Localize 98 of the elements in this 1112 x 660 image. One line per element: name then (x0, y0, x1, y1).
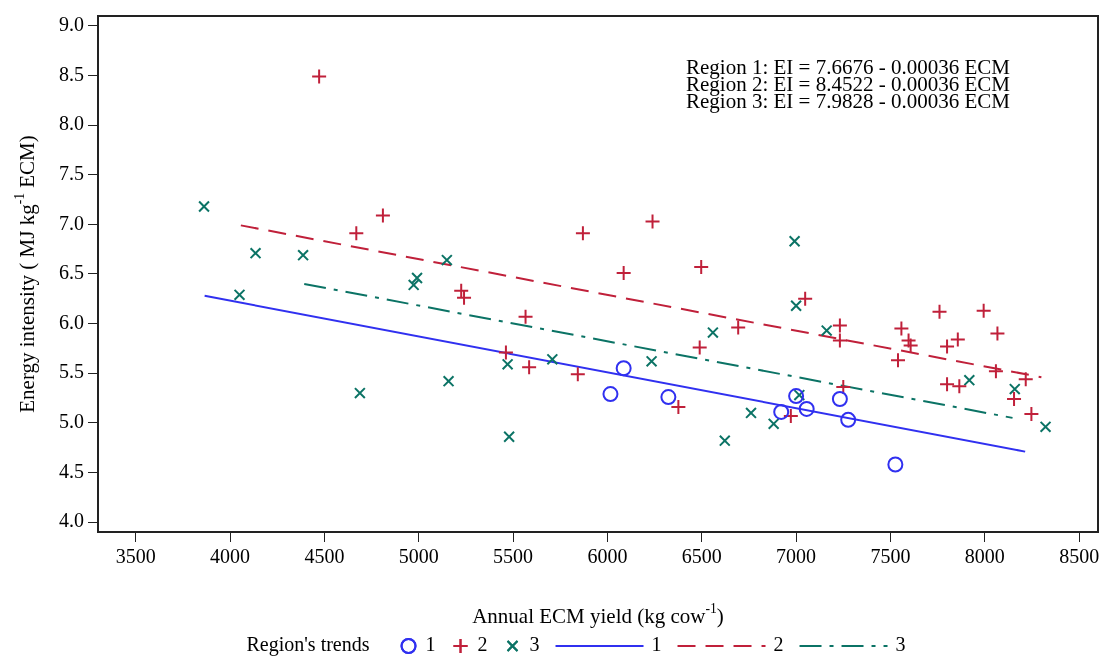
point (442, 375, 455, 388)
point (902, 337, 919, 354)
point (790, 299, 803, 312)
point (797, 290, 814, 307)
point (645, 355, 658, 368)
point (893, 320, 910, 337)
x-tick-label: 8000 (964, 545, 1005, 568)
point (574, 225, 591, 242)
point (831, 317, 848, 334)
y-tick-label: 6.5 (59, 261, 84, 284)
point (887, 456, 904, 473)
point (353, 387, 366, 400)
y-tick-label: 6.0 (59, 310, 84, 333)
legend-label: 1 (425, 633, 436, 656)
point (745, 406, 757, 419)
y-tick-label: 7.0 (59, 211, 84, 234)
point (987, 363, 1004, 380)
legend-label: 3 (529, 633, 540, 656)
point (793, 389, 806, 402)
legend-title: Region's trends (246, 633, 370, 657)
point (602, 386, 619, 403)
point (1006, 391, 1023, 408)
point (670, 398, 687, 415)
point (311, 68, 328, 85)
point (456, 289, 473, 306)
point (233, 288, 246, 301)
y-tick-label: 8.5 (59, 62, 84, 85)
y-axis-title: Energy intensity ( MJ kg-1 ECM) (12, 135, 39, 413)
point (407, 278, 420, 291)
x-tick-label: 7500 (870, 545, 911, 568)
point (348, 225, 365, 242)
point (501, 358, 514, 371)
point (788, 235, 801, 248)
point (840, 411, 857, 428)
point (1039, 420, 1052, 433)
x-tick-label: 6000 (587, 545, 628, 568)
point (718, 434, 731, 447)
y-tick-label: 9.0 (59, 13, 84, 36)
y-tick-label: 4.0 (59, 509, 84, 532)
point (1017, 371, 1034, 388)
point (615, 360, 632, 377)
point (691, 339, 708, 356)
point (773, 403, 790, 420)
point (1008, 383, 1021, 396)
point (900, 332, 917, 349)
y-tick-label: 5.5 (59, 360, 84, 383)
point (975, 302, 992, 319)
point (249, 247, 262, 260)
point (411, 272, 424, 284)
point (989, 325, 1006, 342)
point (820, 324, 833, 337)
point (660, 389, 677, 406)
point (931, 303, 948, 320)
point (782, 407, 799, 424)
y-tick-label: 5.0 (59, 410, 84, 433)
x-tick-label: 4500 (304, 545, 345, 568)
x-tick-label: 4000 (210, 545, 251, 568)
point (615, 265, 632, 282)
x-tick-label: 3500 (115, 545, 156, 568)
point (546, 353, 559, 366)
point (440, 254, 453, 267)
point (644, 213, 661, 230)
point (706, 326, 719, 339)
point (767, 417, 780, 430)
point (798, 400, 815, 417)
point (1023, 405, 1040, 422)
point (951, 378, 968, 395)
point (453, 282, 470, 299)
x-tick-label: 5500 (493, 545, 534, 568)
point (693, 259, 710, 276)
y-tick-label: 8.0 (59, 112, 84, 135)
point (788, 388, 805, 405)
point (497, 344, 514, 361)
legend-label: 3 (895, 633, 906, 656)
point (949, 331, 966, 348)
x-tick-label: 6500 (681, 545, 722, 568)
point (517, 308, 534, 325)
point (963, 374, 976, 387)
legend-label: 1 (651, 633, 662, 656)
x-tick-label: 5000 (398, 545, 439, 568)
point (890, 352, 906, 369)
point (831, 391, 848, 408)
y-tick-label: 4.5 (59, 459, 84, 482)
point (374, 207, 391, 224)
point (569, 366, 586, 383)
y-tick-label: 7.5 (59, 162, 84, 185)
point (831, 332, 848, 349)
point (297, 249, 310, 262)
point (730, 319, 747, 336)
point (503, 430, 516, 443)
point (521, 359, 538, 376)
legend-label: 2 (773, 633, 784, 656)
x-tick-label: 7000 (776, 545, 817, 568)
point (939, 338, 956, 355)
point (198, 200, 210, 213)
legend-label: 2 (477, 633, 488, 656)
point (939, 376, 956, 393)
x-tick-label: 8500 (1059, 545, 1100, 568)
